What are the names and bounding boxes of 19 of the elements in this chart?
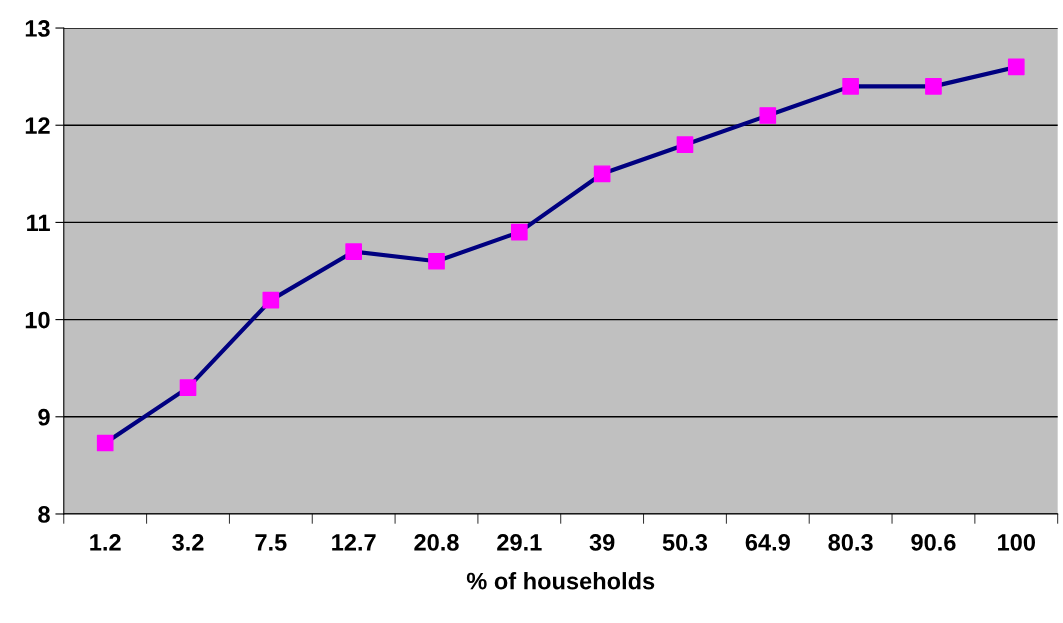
x-tick-label: 39 — [589, 534, 615, 551]
x-tick-label: 80.3 — [828, 534, 873, 551]
x-tick-label: 7.5 — [255, 534, 287, 551]
y-tick-label: 13 — [25, 20, 50, 37]
y-tick-label: 8 — [38, 506, 50, 523]
x-tick-label: 64.9 — [745, 534, 790, 551]
y-tick-label: 9 — [38, 408, 50, 426]
x-tick-label: 3.2 — [172, 534, 204, 551]
x-tick-label: 100 — [998, 534, 1035, 551]
x-tick-label: 20.8 — [414, 534, 459, 551]
x-tick-label: 12.7 — [332, 534, 376, 551]
y-tick-label: 12 — [25, 117, 50, 134]
x-tick-label: 50.3 — [662, 534, 708, 551]
y-tick-label: 10 — [25, 311, 50, 329]
y-tick-label: 11 — [27, 214, 50, 231]
x-axis-title: % of households — [466, 572, 655, 590]
x-tick-label: 90.6 — [911, 534, 956, 551]
x-tick-label: 29.1 — [497, 534, 542, 551]
x-tick-label: 1.2 — [90, 534, 121, 551]
